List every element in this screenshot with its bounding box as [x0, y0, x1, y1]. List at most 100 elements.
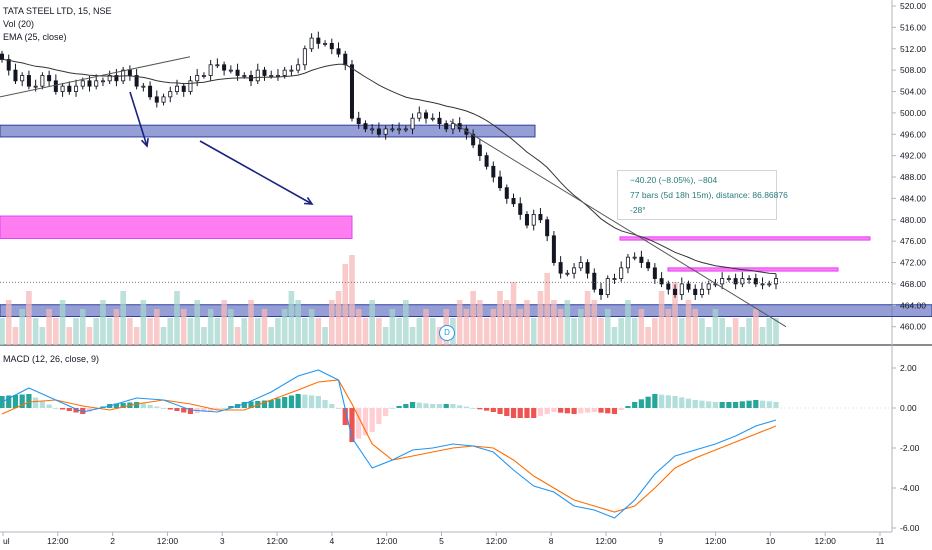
candle-up: [612, 278, 617, 280]
candle-down: [673, 288, 678, 295]
dividend-badge[interactable]: D: [439, 325, 455, 341]
candle-down: [686, 283, 691, 290]
candle-down: [733, 278, 738, 285]
macd-tick-label: 0.00: [900, 403, 917, 413]
macd-histogram-bar: [699, 400, 705, 408]
macd-histogram-bar: [490, 408, 496, 412]
macd-histogram-bar: [591, 408, 597, 412]
macd-histogram-bar: [389, 408, 395, 409]
zone-blue-0[interactable]: [0, 124, 536, 138]
candle-down: [6, 59, 11, 71]
macd-histogram-bar: [228, 406, 234, 408]
candle-down: [538, 214, 543, 221]
candle-down: [181, 85, 186, 92]
volume-bar: [167, 318, 174, 345]
volume-bar: [53, 318, 59, 345]
volume-bar: [470, 291, 476, 345]
volume-bar: [376, 318, 382, 345]
volume-bar: [611, 327, 618, 345]
volume-bar: [591, 300, 598, 345]
volume-bar: [187, 318, 194, 345]
volume-bar: [456, 300, 463, 345]
zone-magenta-3[interactable]: [619, 236, 871, 241]
volume-bar: [133, 327, 140, 345]
candle-up: [565, 272, 570, 275]
macd-histogram-bar: [665, 395, 671, 408]
price-tick-label: 508.00: [900, 65, 926, 75]
measure-angle: -28°: [630, 205, 646, 215]
volume-bar: [638, 309, 645, 345]
candle-up: [242, 75, 247, 77]
volume-bar: [228, 309, 234, 345]
candle-up: [578, 262, 583, 269]
price-tick-label: 492.00: [900, 151, 926, 161]
candle-down: [652, 267, 657, 279]
macd-histogram-bar: [80, 408, 86, 414]
macd-histogram-bar: [544, 408, 550, 414]
candle-up: [107, 75, 112, 82]
macd-histogram-bar: [510, 408, 517, 418]
candle-up: [740, 278, 745, 285]
volume-bar: [100, 300, 106, 345]
volume-bar: [214, 318, 221, 345]
time-tick-label: 11: [876, 536, 885, 546]
volume-bar: [147, 318, 153, 345]
macd-histogram-bar: [430, 404, 436, 408]
time-tick-label: 10: [766, 536, 776, 546]
volume-bar: [5, 300, 12, 345]
volume-bar: [746, 318, 752, 345]
macd-legend: MACD (12, 26, close, 9): [3, 354, 100, 364]
candle-up: [605, 278, 610, 295]
volume-bar: [429, 318, 436, 345]
macd-histogram-bar: [362, 408, 369, 436]
zone-magenta-1[interactable]: [0, 215, 353, 239]
volume-bar: [268, 327, 275, 345]
arrow-down-head: [140, 137, 149, 148]
price-tick-label: 504.00: [900, 87, 926, 97]
price-tick-label: 520.00: [900, 1, 926, 11]
volume-bar: [12, 327, 19, 345]
macd-histogram-bar: [611, 408, 618, 414]
candle-up: [397, 128, 402, 131]
volume-bar: [699, 318, 705, 345]
candle-down: [437, 117, 442, 124]
macd-histogram-bar: [551, 408, 557, 412]
volume-bar: [295, 300, 301, 345]
macd-tick-label: 2.00: [900, 363, 917, 373]
macd-histogram-bar: [181, 408, 187, 413]
volume-bar: [127, 318, 133, 345]
candle-down: [336, 48, 341, 55]
volume-bar: [483, 318, 490, 345]
macd-histogram-bar: [288, 395, 295, 408]
macd-histogram-bar: [295, 394, 301, 408]
volume-bar: [207, 309, 214, 345]
volume-bar: [93, 318, 100, 345]
volume-bar: [73, 318, 79, 345]
volume-bar: [557, 309, 564, 345]
candle-up: [208, 64, 213, 76]
volume-bar: [254, 318, 261, 345]
candle-down: [599, 288, 604, 295]
macd-histogram-bar: [457, 405, 463, 408]
time-tick-label: 4: [330, 536, 335, 546]
macd-histogram-bar: [302, 394, 308, 408]
volume-bar: [584, 291, 591, 345]
volume-bar: [160, 327, 167, 345]
measure-bars-info: 77 bars (5d 18h 15m), distance: 86.86876: [630, 190, 788, 200]
macd-histogram-bar: [208, 408, 214, 411]
macd-histogram-bar: [625, 406, 631, 408]
candle-up: [174, 85, 179, 92]
price-tick-label: 464.00: [900, 300, 926, 310]
volume-bar: [423, 309, 429, 345]
macd-histogram-bar: [450, 404, 456, 408]
macd-histogram-bar: [658, 394, 665, 408]
macd-histogram-bar: [53, 408, 59, 409]
volume-bar: [221, 300, 227, 345]
candle-down: [444, 123, 449, 130]
volume-bar: [510, 282, 517, 345]
trendline-upper: [0, 56, 191, 98]
price-tick-label: 460.00: [900, 322, 926, 332]
candle-down: [639, 256, 644, 263]
macd-histogram-bar: [73, 408, 79, 413]
